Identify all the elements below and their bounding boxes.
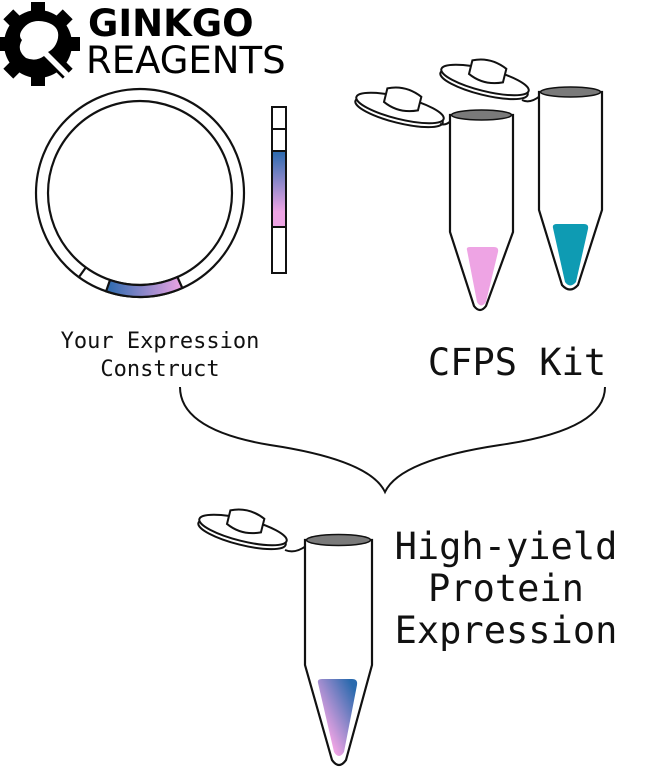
result-label-line3: Expression [395,609,618,652]
result-label-line2: Protein [428,567,584,610]
tube-cap [354,86,445,129]
ginkgo-logo: GINKGO REAGENTS [0,2,286,86]
result-label-line1: High-yield [395,525,618,568]
plasmid [34,87,246,299]
tube-cap [439,58,530,101]
kit-label: CFPS Kit [428,341,606,384]
construct-label-line1: Your Expression [61,329,260,354]
logo-line1: GINKGO [88,2,254,45]
pink-liquid [466,247,499,306]
tube-result [197,508,374,767]
construct-label-line2: Construct [100,357,219,382]
gene-insert [104,275,184,299]
tube-opening [450,109,513,121]
curly-brace [179,386,606,495]
tube-opening [305,533,372,547]
gel-band [271,150,287,228]
plasmid-divider [78,266,87,278]
protein-liquid [317,679,358,756]
gear-leaf-icon [0,2,80,86]
tube-pink [354,86,515,312]
logo-line2: REAGENTS [86,39,286,82]
teal-liquid [552,224,589,286]
tube-cap [197,508,288,551]
gel-strip [271,106,287,274]
tube-teal [439,58,604,291]
tube-opening [539,86,602,98]
